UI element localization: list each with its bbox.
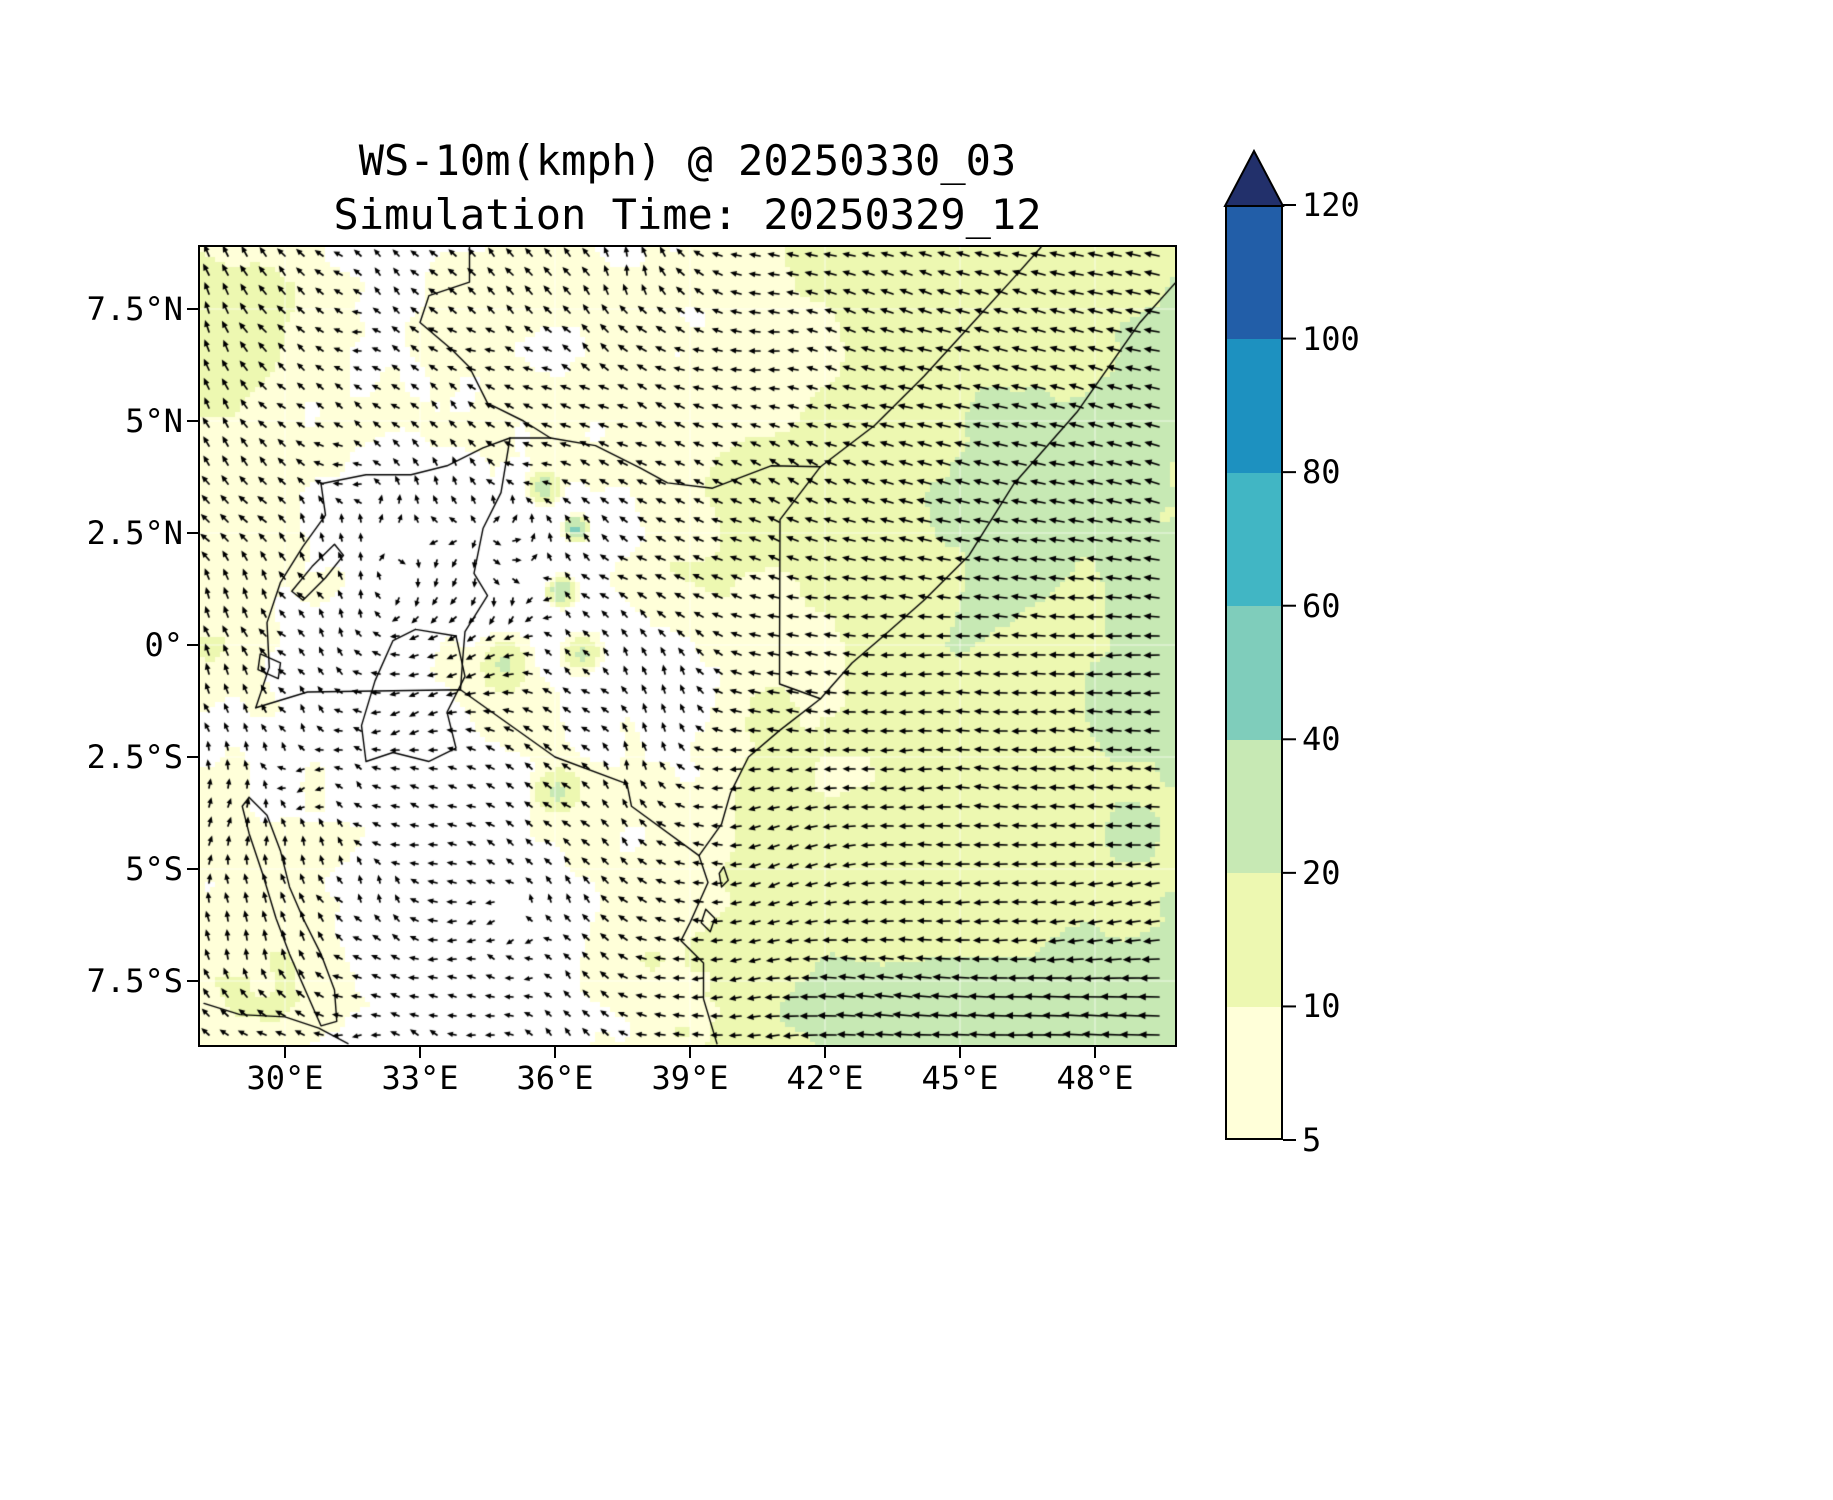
colorbar-tick-label: 5 [1302, 1121, 1322, 1159]
y-axis-tick-label: 7.5°N [86, 290, 183, 328]
colorbar-tick-label: 100 [1302, 319, 1360, 358]
y-axis-tick-label: 5°N [125, 402, 183, 440]
x-axis-tick-label: 48°E [1056, 1059, 1134, 1097]
x-axis-tick-label: 45°E [921, 1059, 999, 1097]
chart-title-line2: Simulation Time: 20250329_12 [333, 190, 1042, 239]
colorbar-tick-label: 60 [1302, 586, 1341, 625]
y-axis-tick-label: 0° [144, 626, 183, 664]
y-axis-tick-label: 7.5°S [86, 962, 183, 1000]
colorbar-segment [1225, 872, 1283, 1007]
chart-title: WS-10m(kmph) @ 20250330_03 Simulation Ti… [200, 134, 1175, 242]
chart-title-line1: WS-10m(kmph) @ 20250330_03 [358, 136, 1017, 185]
colorbar-tick-label: 120 [1302, 186, 1360, 224]
x-axis-tick-label: 42°E [786, 1059, 864, 1097]
colorbar-segment [1225, 205, 1283, 340]
colorbar-tick-label: 20 [1302, 853, 1341, 892]
colorbar-segment [1225, 605, 1283, 740]
colorbar-segment [1225, 338, 1283, 473]
x-axis-tick-label: 39°E [651, 1059, 729, 1097]
y-axis-tick-label: 2.5°S [86, 738, 183, 776]
x-axis-tick-label: 33°E [381, 1059, 459, 1097]
x-axis-tick-label: 30°E [246, 1059, 324, 1097]
colorbar-tick-label: 80 [1302, 453, 1341, 492]
colorbar-tick-label: 40 [1302, 720, 1341, 759]
colorbar-extend-max-triangle [1223, 148, 1285, 207]
colorbar-segment [1225, 739, 1283, 874]
y-axis-tick-label: 5°S [125, 850, 183, 888]
colorbar-segment [1225, 1006, 1283, 1141]
wind-map-plot [200, 247, 1175, 1045]
colorbar-segment [1225, 472, 1283, 607]
y-axis-tick-label: 2.5°N [86, 514, 183, 552]
x-axis-tick-label: 36°E [516, 1059, 594, 1097]
colorbar-tick-label: 10 [1302, 987, 1341, 1026]
